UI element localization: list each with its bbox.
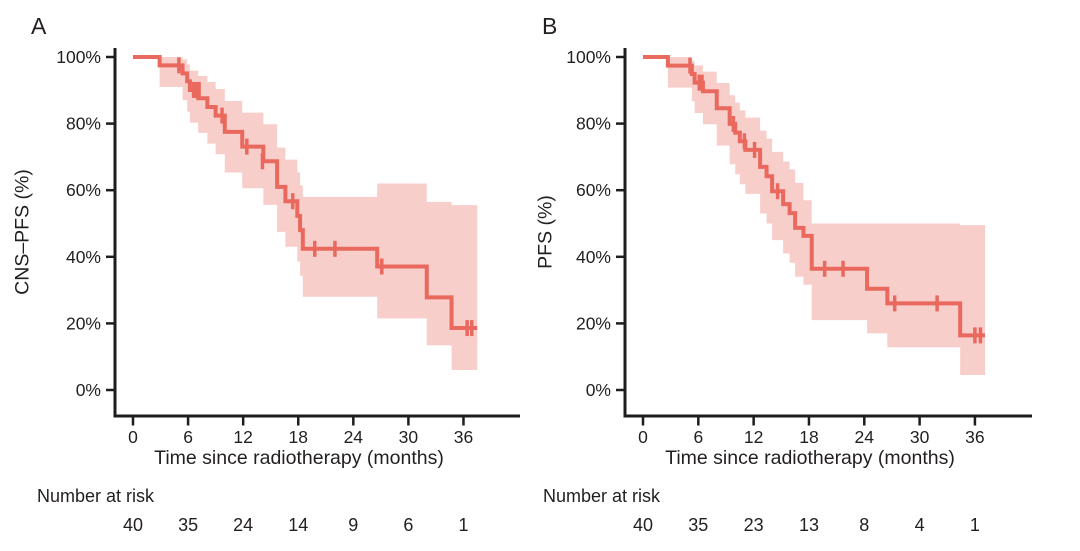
risk-count: 24 — [233, 515, 253, 535]
confidence-band — [133, 57, 478, 371]
y-tick-label: 80% — [66, 114, 101, 134]
y-tick-label: 20% — [576, 313, 611, 333]
x-tick-label: 18 — [799, 427, 818, 447]
x-tick-label: 0 — [128, 427, 138, 447]
x-tick-label: 24 — [344, 427, 364, 447]
x-tick-label: 30 — [910, 427, 930, 447]
y-axis-title-a-text: CNS–PFS (%) — [11, 169, 34, 295]
km-step-line — [133, 55, 478, 331]
risk-count: 13 — [799, 515, 819, 535]
x-tick-label: 12 — [233, 427, 252, 447]
risk-count: 4 — [915, 515, 925, 535]
risk-count: 40 — [123, 515, 143, 535]
y-tick-label: 0% — [586, 380, 611, 400]
y-tick-label: 60% — [66, 180, 101, 200]
y-tick-label: 60% — [576, 180, 611, 200]
x-tick-label: 30 — [399, 427, 419, 447]
panel-label-b: B — [542, 13, 558, 39]
risk-count: 40 — [633, 515, 653, 535]
x-axis-title-b: Time since radiotherapy (months) — [665, 447, 955, 469]
y-tick-label: 40% — [576, 247, 611, 267]
risk-count: 8 — [859, 515, 869, 535]
confidence-band — [643, 57, 986, 376]
y-tick-label: 100% — [566, 47, 611, 67]
y-tick-label: 40% — [66, 247, 101, 267]
x-tick-label: 6 — [693, 427, 703, 447]
risk-count: 6 — [403, 515, 413, 535]
risk-count: 23 — [744, 515, 764, 535]
y-tick-label: 20% — [66, 313, 101, 333]
risk-count: 14 — [288, 515, 308, 535]
y-tick-label: 80% — [576, 114, 611, 134]
x-tick-label: 36 — [965, 427, 984, 447]
x-tick-label: 0 — [638, 427, 648, 447]
risk-count: 35 — [688, 515, 708, 535]
risk-count: 1 — [458, 515, 468, 535]
risk-count: 35 — [178, 515, 198, 535]
number-at-risk-label-b: Number at risk — [543, 486, 661, 506]
x-tick-label: 18 — [289, 427, 308, 447]
risk-count: 9 — [348, 515, 358, 535]
number-at-risk-label-a: Number at risk — [37, 486, 155, 506]
panel-label-a: A — [31, 13, 47, 39]
x-tick-label: 6 — [183, 427, 193, 447]
x-tick-label: 12 — [744, 427, 763, 447]
y-axis-title-b-text: PFS (%) — [534, 195, 557, 269]
risk-count: 1 — [970, 515, 980, 535]
x-tick-label: 36 — [454, 427, 473, 447]
y-tick-label: 100% — [56, 47, 101, 67]
x-tick-label: 24 — [855, 427, 875, 447]
x-axis-title-a: Time since radiotherapy (months) — [154, 447, 444, 469]
y-tick-label: 0% — [76, 380, 101, 400]
